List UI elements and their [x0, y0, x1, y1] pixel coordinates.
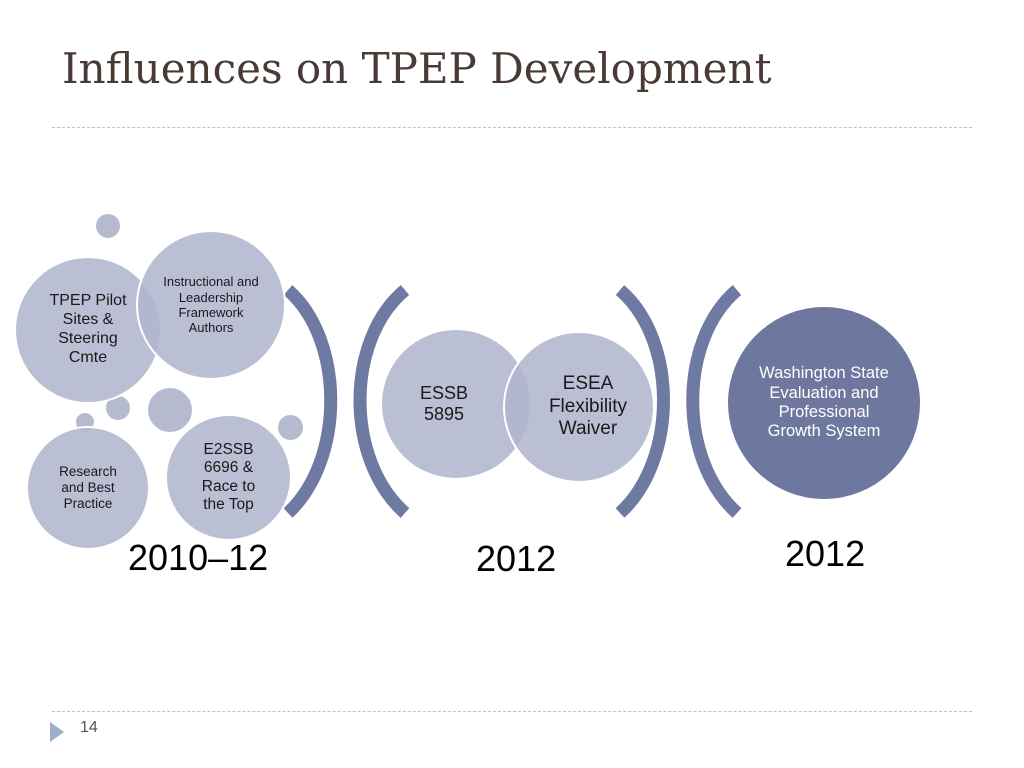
bubble-e2ssb: E2SSB 6696 & Race to the Top — [165, 414, 292, 541]
slide-title: Influences on TPEP Development — [62, 44, 772, 93]
bubble-label: E2SSB 6696 & Race to the Top — [201, 440, 256, 513]
bubble-label: ESSB 5895 — [419, 382, 469, 424]
bracket-close-2 — [615, 285, 670, 518]
bubble-pilot-sites: TPEP Pilot Sites & Steering Cmte — [14, 256, 162, 404]
decorative-dot — [104, 394, 132, 422]
bubble-label: TPEP Pilot Sites & Steering Cmte — [49, 292, 127, 366]
bracket-open-2 — [353, 285, 410, 518]
bracket-close-1 — [283, 285, 338, 518]
bubble-label: ESEA Flexibility Waiver — [548, 373, 628, 440]
bubble-washington-system: Washington State Evaluation and Professi… — [726, 305, 922, 501]
decorative-dot — [146, 386, 194, 434]
decorative-dot — [94, 212, 122, 240]
bubble-label: Instructional and Leadership Framework A… — [163, 274, 259, 336]
bubble-framework-authors: Instructional and Leadership Framework A… — [136, 230, 286, 380]
bracket-open-3 — [686, 285, 742, 518]
bubble-label: Washington State Evaluation and Professi… — [759, 364, 889, 441]
bubble-research: Research and Best Practice — [26, 426, 150, 550]
page-number: 14 — [80, 719, 98, 736]
year-label-3: 2012 — [785, 533, 866, 574]
bubble-esea-waiver: ESEA Flexibility Waiver — [503, 331, 655, 483]
decorative-dot — [276, 413, 305, 442]
triangle-bullet-icon — [50, 722, 64, 742]
year-label-2: 2012 — [476, 538, 557, 579]
top-divider — [52, 127, 972, 128]
bubble-label: Research and Best Practice — [59, 464, 117, 511]
bottom-divider — [52, 711, 972, 712]
year-label-1: 2010–12 — [128, 537, 269, 578]
